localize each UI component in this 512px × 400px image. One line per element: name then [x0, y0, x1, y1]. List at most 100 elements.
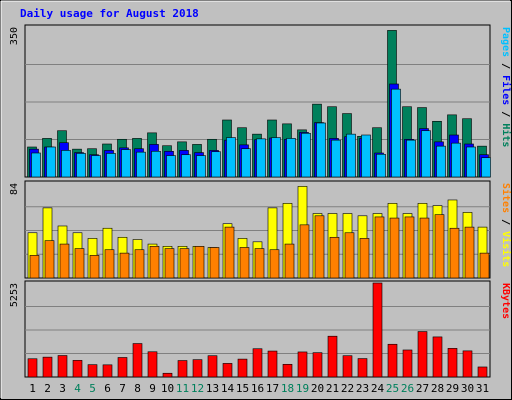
bar-sites-day-15	[239, 247, 250, 279]
bar-pages-day-7	[121, 149, 131, 178]
legend-entry: /	[500, 105, 511, 123]
bar-kbytes-day-21	[327, 335, 338, 378]
x-tick-label: 29	[446, 382, 459, 395]
bar-pages-day-25	[391, 88, 401, 178]
bar-kbytes-day-7	[117, 357, 128, 378]
panel-visits: 84 Sites / Visits	[9, 180, 512, 279]
x-tick-label: 2	[44, 382, 51, 395]
bar-sites-day-27	[419, 217, 430, 279]
bar-kbytes-day-30	[462, 350, 473, 378]
bar-kbytes-day-23	[357, 358, 368, 378]
bar-sites-day-18	[284, 243, 295, 279]
bar-kbytes-day-22	[342, 355, 353, 378]
bar-pages-day-18	[286, 138, 296, 178]
bar-sites-day-7	[119, 252, 130, 279]
bar-pages-day-31	[481, 157, 491, 178]
x-tick-label: 10	[161, 382, 174, 395]
legend-entry: /	[500, 213, 511, 231]
x-tick-label: 25	[386, 382, 399, 395]
x-tick-label: 1	[29, 382, 36, 395]
bar-kbytes-day-12	[192, 359, 203, 378]
bar-pages-day-24	[376, 153, 386, 178]
bar-pages-day-15	[241, 148, 251, 178]
bar-sites-day-28	[434, 214, 445, 279]
bar-kbytes-day-15	[237, 358, 248, 378]
bar-pages-day-10	[166, 155, 176, 178]
bar-kbytes-day-27	[417, 331, 428, 378]
bar-pages-day-29	[451, 142, 461, 178]
x-axis-labels: 1 2 3 4 5 6 7 8 9 10 11 12 13 14 15 16 17 18 19 20 21 22 23 24 2…	[29, 382, 489, 395]
x-tick-label: 20	[311, 382, 324, 395]
bar-pages-day-2	[46, 146, 56, 178]
x-tick-label: 28	[431, 382, 444, 395]
y-max-label: 5253	[9, 283, 20, 307]
x-tick-label: 8	[134, 382, 141, 395]
bar-pages-day-11	[181, 154, 191, 178]
x-tick-label: 31	[476, 382, 489, 395]
legend: KBytes	[500, 283, 511, 319]
bar-kbytes-day-3	[57, 355, 68, 378]
bar-kbytes-day-31	[477, 366, 488, 378]
x-tick-label: 26	[401, 382, 414, 395]
bar-sites-day-25	[389, 217, 400, 279]
bar-sites-day-14	[224, 226, 235, 279]
bar-pages-day-16	[256, 138, 266, 178]
x-tick-label: 4	[74, 382, 81, 395]
x-tick-label: 17	[266, 382, 279, 395]
y-max-label: 350	[9, 27, 20, 45]
bar-sites-day-30	[464, 226, 475, 279]
bar-pages-day-30	[466, 146, 476, 178]
y-max-label: 84	[9, 183, 20, 195]
bar-sites-day-4	[74, 248, 85, 279]
bar-kbytes-day-8	[132, 343, 143, 378]
x-tick-label: 15	[236, 382, 249, 395]
legend-entry: Sites	[500, 183, 512, 213]
bar-kbytes-day-6	[102, 364, 113, 378]
bar-sites-day-26	[404, 216, 415, 279]
chart-panels: 350 Pages / Files / Hits 84 Sites / Visits 5…	[9, 24, 512, 378]
bar-sites-day-31	[479, 252, 490, 279]
bar-sites-day-9	[149, 246, 160, 279]
bar-pages-day-4	[76, 153, 86, 178]
bar-sites-day-12	[194, 246, 205, 279]
x-tick-label: 9	[149, 382, 156, 395]
bar-pages-day-27	[421, 130, 431, 178]
bar-sites-day-8	[134, 249, 145, 279]
bar-sites-day-13	[209, 247, 220, 279]
legend: Sites / Visits	[500, 183, 512, 267]
x-tick-label: 12	[191, 382, 204, 395]
bar-kbytes-day-1	[27, 358, 38, 378]
bar-sites-day-19	[299, 224, 310, 279]
bar-pages-day-28	[436, 145, 446, 178]
bar-pages-day-20	[316, 122, 326, 178]
x-tick-label: 7	[119, 382, 126, 395]
bar-sites-day-2	[44, 240, 55, 279]
bar-pages-day-14	[226, 137, 236, 178]
x-tick-label: 22	[341, 382, 354, 395]
bar-sites-day-5	[89, 255, 100, 279]
bar-sites-day-29	[449, 227, 460, 279]
bar-sites-day-24	[374, 216, 385, 279]
bar-kbytes-day-24	[372, 282, 383, 378]
x-tick-label: 19	[296, 382, 309, 395]
bar-pages-day-21	[331, 139, 341, 178]
x-tick-label: 27	[416, 382, 429, 395]
legend: Pages / Files / Hits	[500, 27, 512, 147]
panel-requests: 350 Pages / Files / Hits	[9, 24, 512, 178]
bar-sites-day-23	[359, 238, 370, 279]
bar-kbytes-day-9	[147, 351, 158, 378]
bar-sites-day-6	[104, 249, 115, 279]
legend-entry: /	[500, 57, 511, 75]
legend-entry: Hits	[500, 123, 512, 147]
bar-sites-day-22	[344, 232, 355, 279]
bar-pages-day-3	[61, 150, 71, 178]
bar-kbytes-day-25	[387, 343, 398, 378]
bar-pages-day-9	[151, 150, 161, 178]
bar-sites-day-10	[164, 248, 175, 279]
bar-sites-day-1	[29, 255, 40, 279]
x-tick-label: 3	[59, 382, 66, 395]
bar-pages-day-6	[106, 153, 116, 178]
bar-sites-day-21	[329, 236, 340, 279]
bar-sites-day-17	[269, 249, 280, 279]
